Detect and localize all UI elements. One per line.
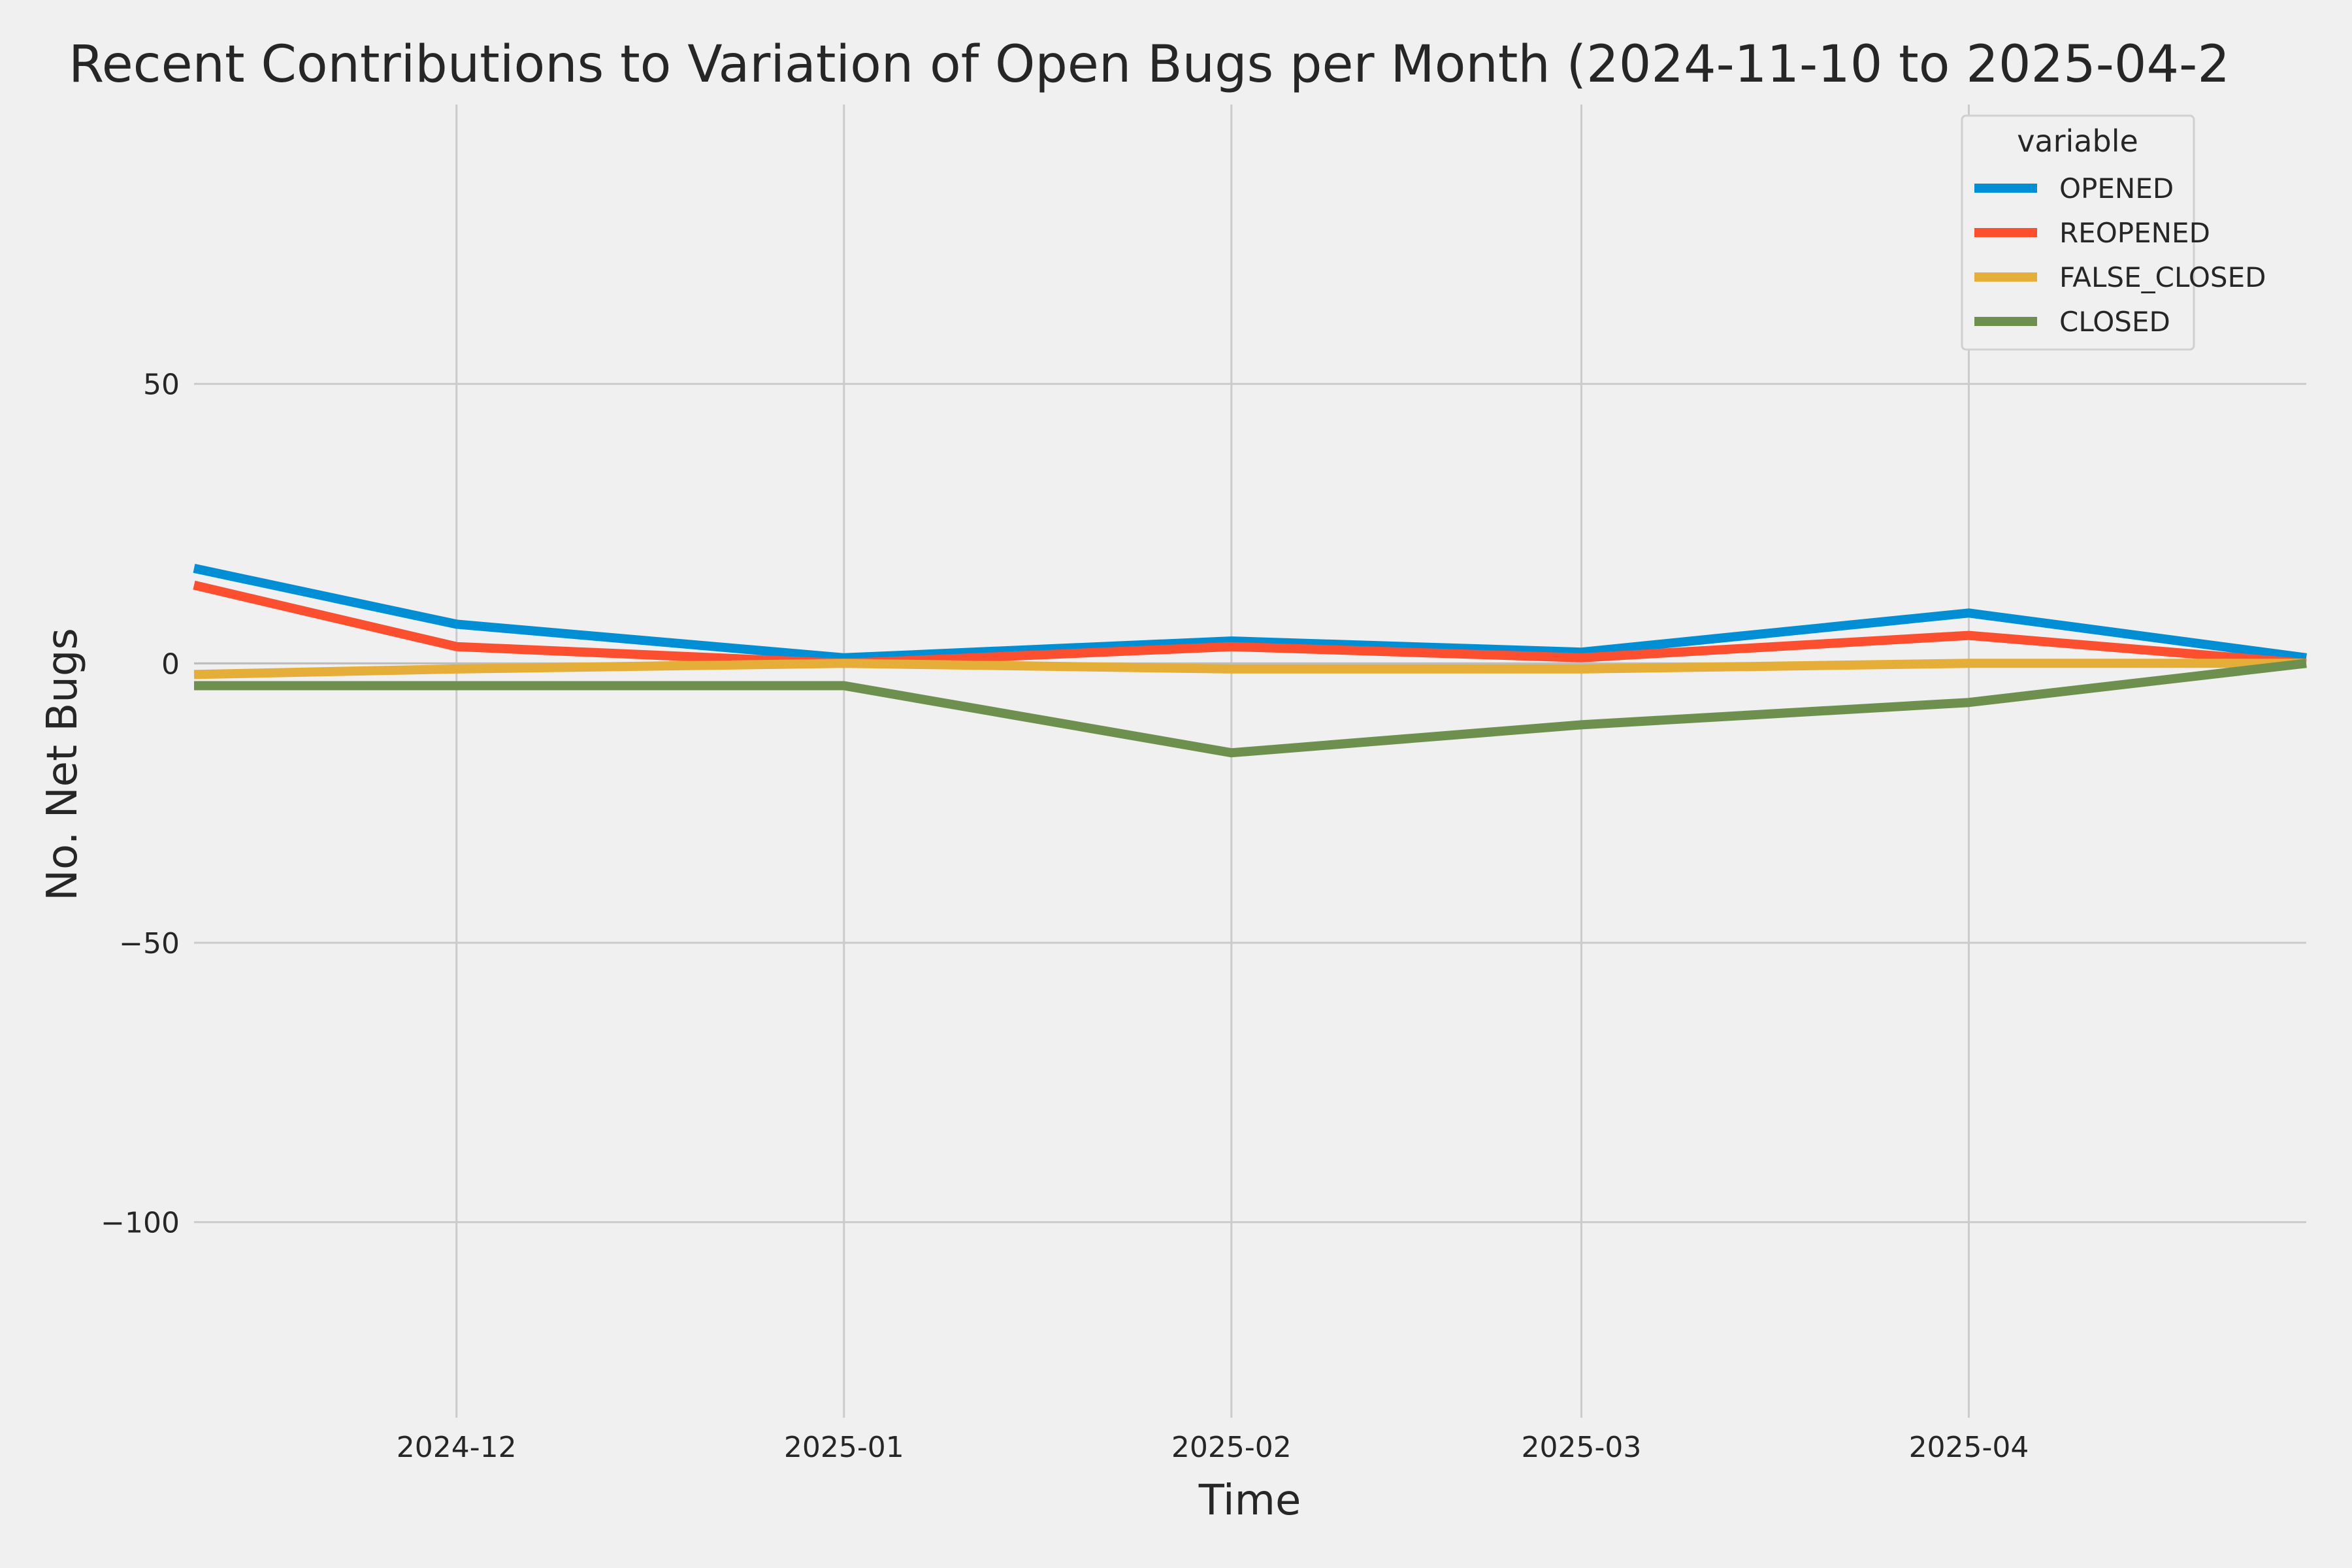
legend-label: OPENED [2059, 172, 2174, 204]
y-axis-label: No. Net Bugs [39, 628, 87, 901]
y-tick-label: 50 [143, 368, 180, 402]
y-tick-label: −50 [119, 927, 180, 960]
legend-label: FALSE_CLOSED [2059, 261, 2266, 293]
legend-items: OPENED REOPENED FALSE_CLOSED CLOSED [1974, 172, 2266, 338]
x-tick-label: 2025-04 [1909, 1431, 2029, 1464]
series-line-opened [193, 564, 2307, 662]
chart-title: Recent Contributions to Variation of Ope… [69, 35, 2230, 94]
legend-label: REOPENED [2059, 217, 2210, 249]
legend-box [1961, 114, 2195, 351]
x-axis-label: Time [1198, 1477, 1301, 1525]
x-tick-labels: 2024-12 2025-01 2025-02 2025-03 2025-04 [397, 1431, 2029, 1464]
legend: variable OPENED REOPENED FALSE_CLOSED CLOSE… [1961, 114, 2266, 351]
series-line-closed [194, 659, 2307, 758]
x-tick-label: 2025-03 [1522, 1431, 1642, 1464]
x-tick-label: 2025-01 [784, 1431, 904, 1464]
y-tick-labels: 50 0 −50 −100 [101, 368, 180, 1240]
x-tick-label: 2024-12 [397, 1431, 517, 1464]
x-gridlines [455, 105, 1970, 1418]
y-tick-label: 0 [161, 647, 180, 681]
legend-title: variable [2017, 123, 2138, 159]
series-line-reopened [193, 580, 2307, 668]
series-line-false-closed [193, 659, 2306, 679]
x-tick-label: 2025-02 [1171, 1431, 1292, 1464]
series-lines [193, 564, 2307, 758]
legend-label: CLOSED [2059, 306, 2170, 338]
y-tick-label: −100 [101, 1207, 180, 1240]
